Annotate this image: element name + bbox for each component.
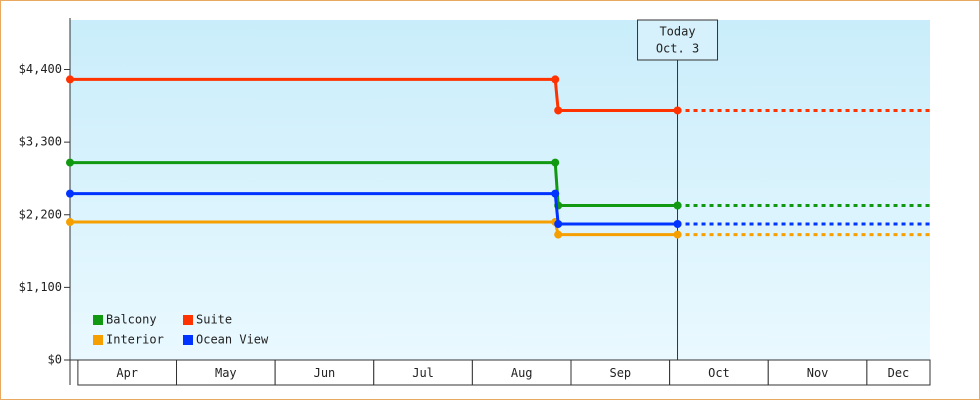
legend-label: Ocean View [196,333,269,347]
x-tick-label: Jul [412,366,434,380]
today-label: Today [659,25,695,39]
month-band [274,359,375,386]
point [673,106,682,115]
point [554,220,563,228]
plot-area [70,20,930,360]
legend-label: Interior [106,333,164,347]
y-tick-label: $3,300 [19,135,62,149]
month-band [767,359,868,386]
x-tick-label: Dec [888,366,910,380]
point [673,220,682,228]
point [66,158,74,167]
x-tick-label: Aug [511,366,533,380]
legend-label: Suite [196,313,232,327]
y-tick-label: $2,200 [19,207,62,221]
x-tick-label: Apr [116,366,138,380]
point [673,230,682,239]
x-tick-label: May [215,366,237,380]
y-tick-label: $1,100 [19,280,62,294]
legend-swatch [93,335,103,345]
point [554,106,563,115]
x-tick-label: Nov [807,366,829,380]
point [673,201,682,210]
point [551,158,560,167]
point [66,75,74,84]
month-band [866,359,931,386]
point [551,75,560,84]
month-band [373,359,473,386]
today-box [637,19,719,61]
x-tick-label: Sep [609,366,631,380]
legend-swatch [93,315,103,325]
month-band [176,359,276,386]
x-tick-label: Oct [708,366,730,380]
y-tick-label: $4,400 [19,62,62,76]
point [554,230,563,239]
point [66,189,74,198]
legend-label: Balcony [106,313,157,327]
series-line [70,161,678,208]
month-band [471,359,572,386]
series-line [70,220,678,237]
series-line [70,77,678,112]
x-tick-label: Jun [314,366,336,380]
today-label: Oct. 3 [656,42,699,56]
point [66,218,74,227]
month-band [77,359,178,386]
y-tick-label: $0 [48,353,62,367]
legend-swatch [183,335,193,345]
point [551,189,560,198]
legend-swatch [183,315,193,325]
series-line [70,192,678,226]
